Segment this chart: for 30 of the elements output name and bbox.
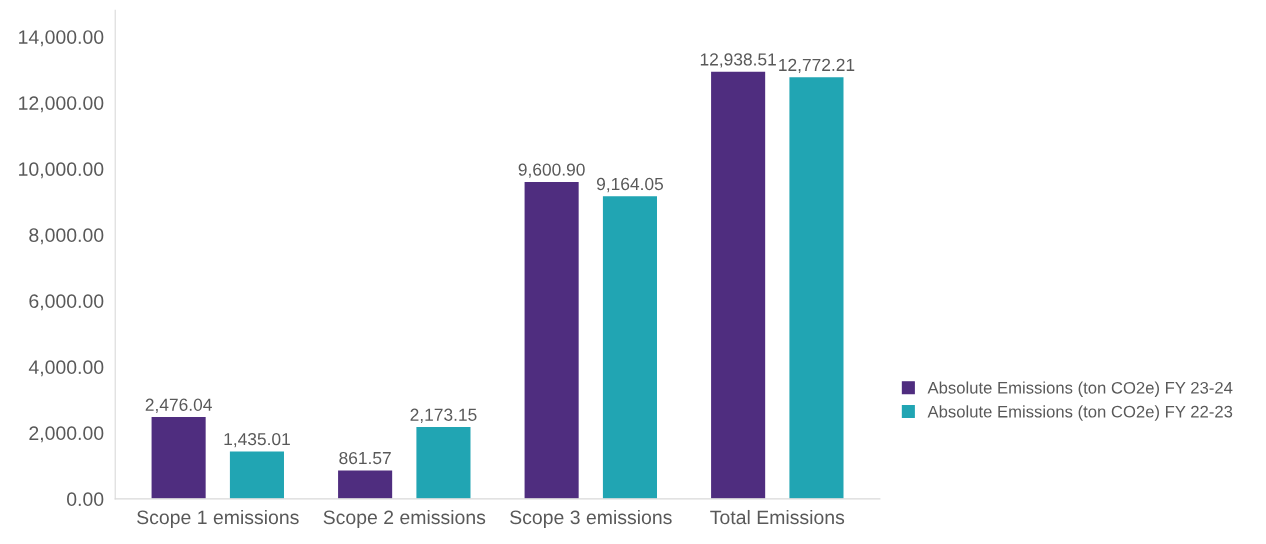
legend-label: Absolute Emissions (ton CO2e) FY 22-23 <box>927 405 1233 421</box>
legend-label: Absolute Emissions (ton CO2e) FY 23-24 <box>927 381 1233 397</box>
bar <box>416 427 471 499</box>
bar <box>338 470 393 499</box>
bar <box>524 181 579 499</box>
x-tick-label: Scope 1 emissions <box>137 509 299 529</box>
y-tick-label: 6,000.00 <box>29 294 104 311</box>
bar <box>151 417 206 499</box>
data-label: 2,173.15 <box>410 408 477 423</box>
y-tick-label: 0.00 <box>67 492 104 507</box>
y-tick-label: 2,000.00 <box>29 426 104 443</box>
bar <box>229 451 284 499</box>
bar <box>602 196 657 499</box>
y-tick-label: 14,000.00 <box>19 30 104 47</box>
data-label: 1,435.01 <box>224 432 290 448</box>
x-tick-label: Scope 3 emissions <box>510 509 672 529</box>
x-tick-label: Total Emissions <box>710 509 845 525</box>
x-tick-label: Scope 2 emissions <box>323 509 486 529</box>
y-tick-label: 8,000.00 <box>29 228 104 245</box>
data-label: 9,164.05 <box>596 177 664 193</box>
y-tick-label: 12,000.00 <box>19 96 104 113</box>
y-tick-label: 4,000.00 <box>28 360 104 377</box>
data-label: 2,476.04 <box>145 398 212 413</box>
data-label: 861.57 <box>339 451 391 465</box>
data-label: 12,938.51 <box>700 53 776 68</box>
data-label: 9,600.90 <box>518 163 585 178</box>
bar <box>789 77 844 499</box>
data-label: 12,772.21 <box>779 58 855 74</box>
bar <box>711 71 766 499</box>
y-tick-label: 10,000.00 <box>19 162 104 179</box>
